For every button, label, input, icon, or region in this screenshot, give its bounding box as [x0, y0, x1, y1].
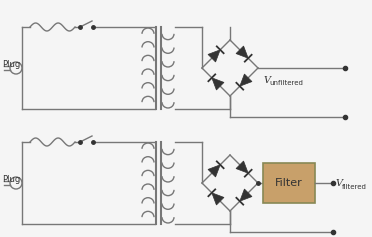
Polygon shape	[236, 161, 248, 173]
Text: Filter: Filter	[275, 178, 303, 188]
Text: Plug: Plug	[2, 174, 20, 183]
Polygon shape	[208, 50, 220, 62]
Polygon shape	[240, 74, 252, 86]
Polygon shape	[212, 78, 224, 90]
FancyBboxPatch shape	[263, 163, 315, 203]
Text: unfiltered: unfiltered	[269, 80, 303, 86]
Polygon shape	[212, 193, 224, 205]
Text: V: V	[336, 178, 343, 187]
Polygon shape	[208, 165, 220, 177]
Text: V: V	[263, 76, 270, 85]
Text: filtered: filtered	[342, 184, 367, 190]
Text: Plug: Plug	[2, 59, 20, 68]
Polygon shape	[240, 189, 252, 201]
Polygon shape	[236, 46, 248, 58]
